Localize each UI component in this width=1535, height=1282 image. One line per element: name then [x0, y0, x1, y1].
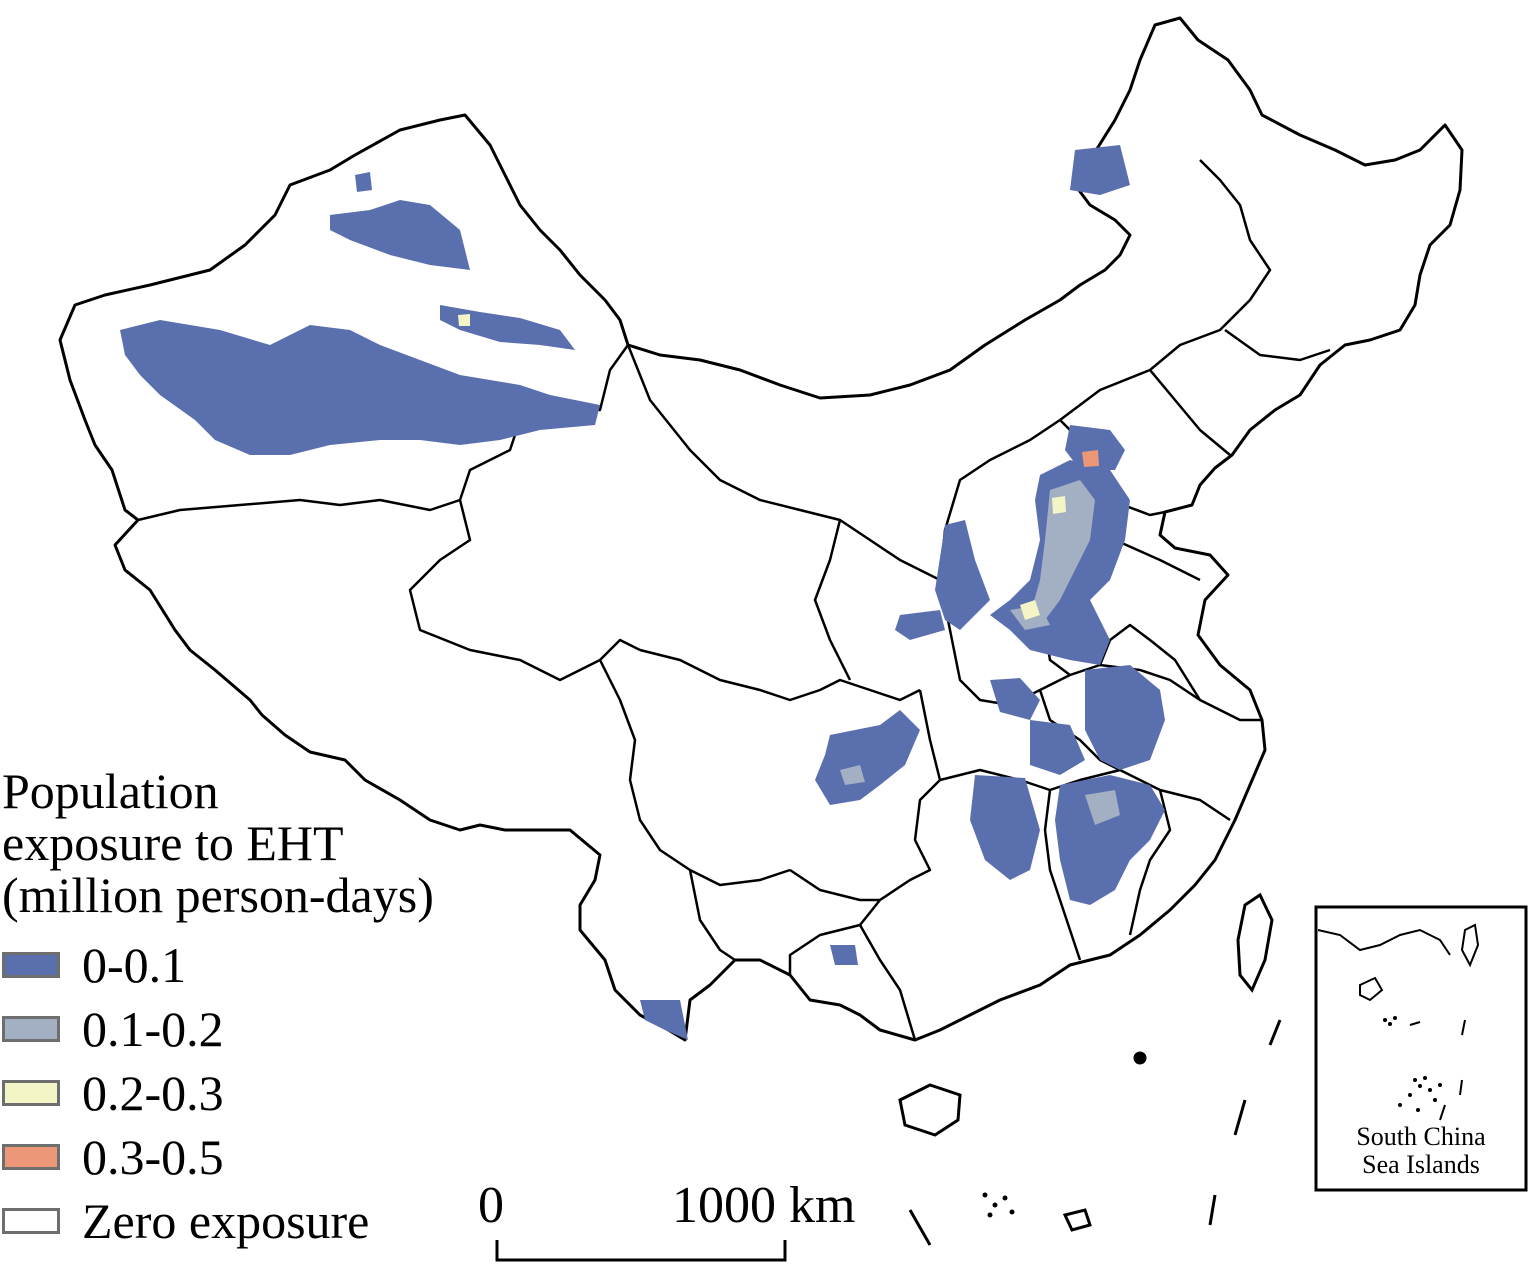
legend-item: Zero exposure — [2, 1189, 434, 1253]
small-island-dots — [982, 1192, 1015, 1218]
legend-swatch — [2, 1080, 60, 1106]
legend-item: 0.1-0.2 — [2, 997, 434, 1061]
legend-label: 0.3-0.5 — [82, 1129, 224, 1185]
legend-label: 0-0.1 — [82, 937, 187, 993]
legend-title-line: Population — [2, 763, 219, 819]
legend-label: 0.2-0.3 — [82, 1065, 224, 1121]
legend-title-line: exposure to EHT — [2, 815, 344, 871]
legend-item: 0.3-0.5 — [2, 1125, 434, 1189]
legend-swatch — [2, 1144, 60, 1170]
legend-label: Zero exposure — [82, 1193, 370, 1249]
legend-swatch — [2, 952, 60, 978]
inset-label: South China Sea Islands — [1316, 1123, 1526, 1179]
legend-title-line: (million person-days) — [2, 867, 434, 923]
inset-label-line: South China — [1356, 1122, 1486, 1151]
inset-frame — [1314, 905, 1528, 1192]
inset-map — [1317, 923, 1480, 1121]
scale-start-label: 0 — [478, 1177, 504, 1234]
inset-island-dots — [1383, 1016, 1442, 1112]
legend-item: 0-0.1 — [2, 933, 434, 997]
legend-swatch — [2, 1016, 60, 1042]
inset-label-line: Sea Islands — [1362, 1150, 1480, 1179]
legend-swatch — [2, 1208, 60, 1234]
legend-title: Population exposure to EHT (million pers… — [2, 765, 434, 921]
legend-item: 0.2-0.3 — [2, 1061, 434, 1125]
exposure-0.2-0.3-areas — [458, 314, 1066, 620]
scale-end-label: 1000 km — [672, 1177, 856, 1234]
islands — [898, 892, 1274, 1232]
legend-label: 0.1-0.2 — [82, 1001, 224, 1057]
legend: Population exposure to EHT (million pers… — [2, 765, 434, 1253]
nine-dash-line — [908, 1019, 1282, 1246]
exposure-0.1-0.2-areas — [840, 480, 1120, 825]
exposure-0.3-0.5-areas — [1082, 450, 1099, 467]
scale-bar — [495, 1240, 787, 1262]
